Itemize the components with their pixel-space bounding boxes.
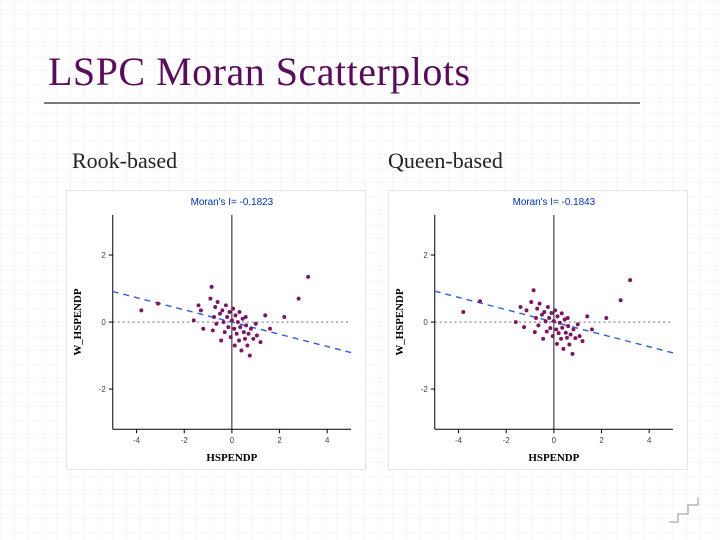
svg-text:0: 0	[552, 436, 557, 445]
svg-text:-2: -2	[421, 385, 429, 394]
svg-text:0: 0	[230, 436, 235, 445]
svg-text:Moran's I= -0.1843: Moran's I= -0.1843	[513, 197, 596, 208]
svg-text:-2: -2	[99, 385, 107, 394]
svg-text:HSPENDP: HSPENDP	[206, 452, 257, 464]
svg-text:-4: -4	[133, 436, 141, 445]
svg-text:2: 2	[423, 251, 428, 260]
svg-text:4: 4	[325, 436, 330, 445]
svg-text:0: 0	[101, 318, 106, 327]
svg-text:HSPENDP: HSPENDP	[528, 452, 579, 464]
corner-decoration-icon	[668, 496, 700, 524]
svg-text:W_HSPENDP: W_HSPENDP	[394, 288, 406, 356]
svg-text:2: 2	[101, 251, 106, 260]
title-underline	[44, 102, 640, 104]
svg-text:2: 2	[277, 436, 282, 445]
svg-text:Moran's I= -0.1823: Moran's I= -0.1823	[191, 197, 274, 208]
subtitle-rook: Rook-based	[72, 148, 177, 174]
svg-text:W_HSPENDP: W_HSPENDP	[72, 288, 84, 356]
svg-text:-4: -4	[455, 436, 463, 445]
svg-text:4: 4	[647, 436, 652, 445]
subtitle-queen: Queen-based	[388, 148, 503, 174]
page-title: LSPC Moran Scatterplots	[48, 48, 471, 95]
svg-text:0: 0	[423, 318, 428, 327]
svg-text:-2: -2	[181, 436, 189, 445]
svg-text:-2: -2	[503, 436, 511, 445]
svg-text:2: 2	[599, 436, 604, 445]
rook-scatterplot: -4 -2 0 2 4 -2 0 2 Moran's I= -0.1823 HSPENDP W_HS…	[66, 190, 366, 470]
queen-scatterplot: -4 -2 0 2 4 -2 0 2 Moran's I= -0.1843 HSPENDP W_HS…	[388, 190, 688, 470]
